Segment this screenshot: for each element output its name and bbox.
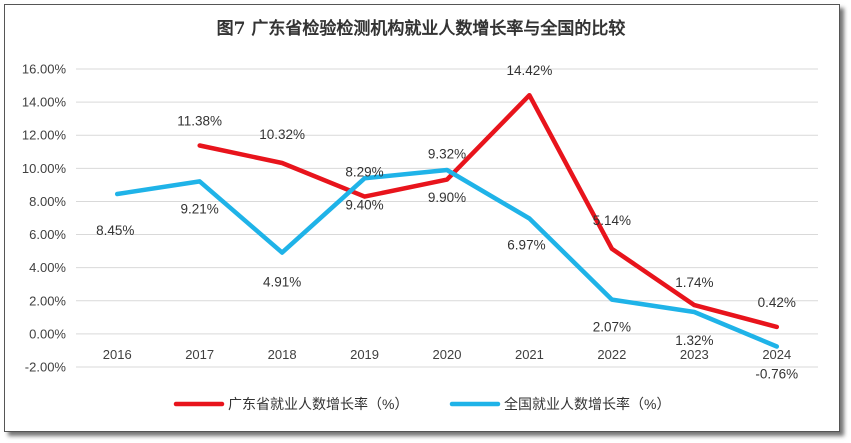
data-label: 8.29% (345, 165, 383, 180)
data-label: 11.38% (177, 113, 222, 128)
legend: 广东省就业人数增长率（%） 全国就业人数增长率（%） (173, 396, 670, 412)
data-label: 6.97% (507, 237, 545, 252)
series-line-guangdong (197, 92, 780, 330)
data-label: 5.14% (593, 213, 631, 228)
data-label: -0.76% (755, 366, 798, 381)
legend-label: 全国就业人数增长率（%） (504, 396, 670, 412)
series-line-national (114, 167, 780, 349)
x-tick-label: 2024 (762, 347, 791, 362)
data-label: 10.32% (259, 127, 305, 142)
data-labels: 11.38% 10.32% 8.29% 9.32% 14.42% 5.14% 1.74% 0.… (96, 63, 798, 381)
y-tick-label: 14.00% (22, 95, 67, 110)
data-label: 0.42% (758, 295, 796, 310)
x-tick-label: 2020 (433, 347, 462, 362)
data-label: 2.07% (593, 320, 631, 335)
chart-title: 图7 广东省检验检测机构就业人数增长率与全国的比较 (217, 18, 626, 39)
x-tick-label: 2022 (597, 347, 626, 362)
grid (76, 68, 818, 368)
y-tick-label: 8.00% (29, 194, 66, 209)
x-axis-ticks: 2016 2017 2018 2019 2020 2021 2022 2023 2024 (103, 347, 791, 362)
data-label: 14.42% (507, 63, 553, 78)
data-label: 1.74% (675, 275, 713, 290)
legend-label: 广东省就业人数增长率（%） (228, 396, 408, 412)
data-label: 1.32% (675, 333, 713, 348)
y-tick-label: 0.00% (29, 326, 66, 341)
series-lines (114, 92, 780, 349)
x-tick-label: 2016 (103, 347, 132, 362)
y-tick-label: 6.00% (29, 227, 66, 242)
data-label: 9.40% (345, 197, 383, 212)
x-tick-label: 2017 (185, 347, 214, 362)
x-tick-label: 2021 (515, 347, 544, 362)
data-label: 9.32% (428, 147, 466, 162)
data-label: 9.21% (181, 201, 219, 216)
data-label: 8.45% (96, 223, 134, 238)
y-tick-label: 12.00% (22, 128, 67, 143)
y-axis-ticks: -2.00% 0.00% 2.00% 4.00% 6.00% 8.00% 10.00% 12.… (22, 62, 67, 375)
y-tick-label: 2.00% (29, 293, 66, 308)
x-tick-label: 2018 (268, 347, 297, 362)
data-label: 9.90% (428, 190, 466, 205)
y-tick-label: -2.00% (25, 360, 67, 375)
x-tick-label: 2023 (680, 347, 709, 362)
y-tick-label: 10.00% (22, 161, 67, 176)
y-tick-label: 4.00% (29, 260, 66, 275)
data-label: 4.91% (263, 275, 301, 290)
chart-frame (4, 4, 840, 432)
y-tick-label: 16.00% (22, 62, 67, 77)
x-tick-label: 2019 (350, 347, 379, 362)
